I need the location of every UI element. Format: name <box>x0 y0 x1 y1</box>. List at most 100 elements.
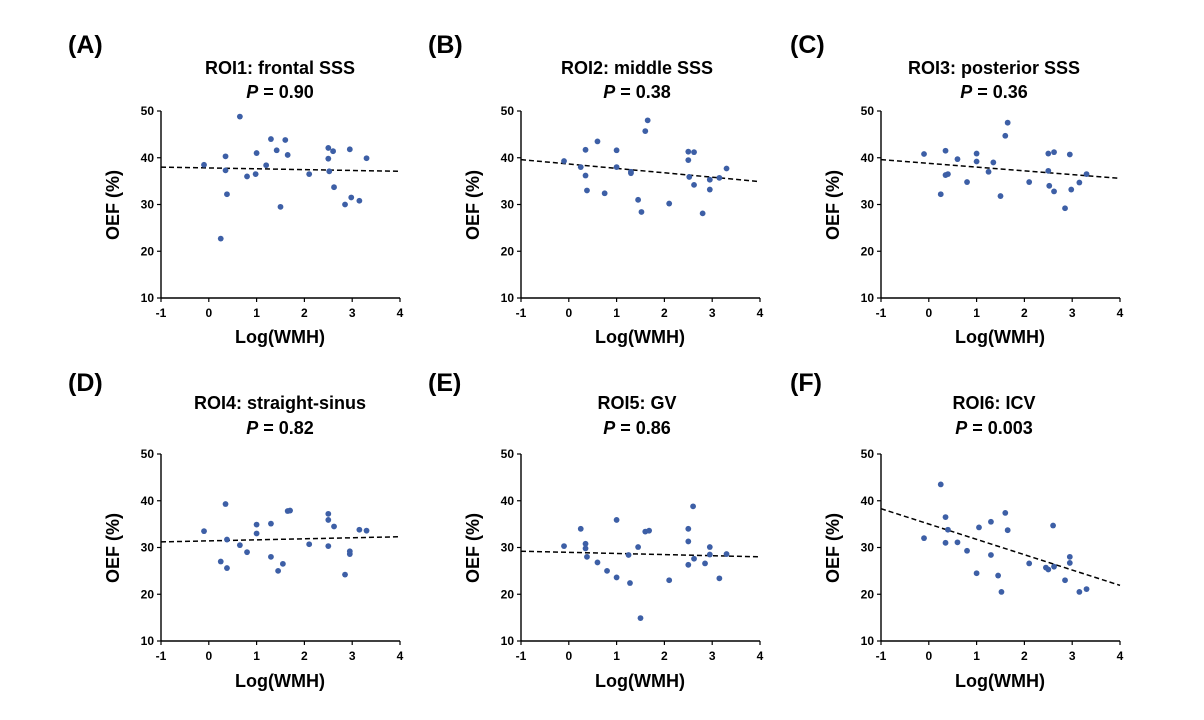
data-point <box>201 528 207 535</box>
chart-title: ROI5: GV <box>597 393 676 413</box>
data-point <box>1050 522 1056 529</box>
x-tick-label: 1 <box>613 649 620 663</box>
y-tick-label: 50 <box>501 104 515 118</box>
y-tick-label: 30 <box>501 198 515 212</box>
data-point <box>582 172 589 179</box>
data-point <box>1066 151 1073 158</box>
x-tick-label: -1 <box>876 306 887 320</box>
data-point <box>973 150 980 157</box>
y-tick-label: 10 <box>141 634 155 648</box>
data-point <box>252 171 259 178</box>
data-point <box>613 517 620 523</box>
x-axis-label: Log(WMH) <box>235 671 325 691</box>
data-point <box>325 155 332 162</box>
data-point <box>325 145 332 151</box>
data-point <box>945 526 951 533</box>
data-point <box>1083 171 1090 178</box>
data-point <box>666 577 673 584</box>
y-tick-label: 30 <box>861 198 875 212</box>
data-point <box>275 567 282 574</box>
x-tick-label: 1 <box>973 649 980 663</box>
data-point <box>635 196 642 203</box>
data-point <box>561 158 567 164</box>
data-point <box>685 538 692 545</box>
data-point <box>973 570 980 577</box>
data-point <box>331 523 337 530</box>
data-point <box>279 560 286 567</box>
y-tick-label: 40 <box>861 151 875 165</box>
data-point <box>363 527 370 534</box>
data-point <box>346 551 353 557</box>
chart-title: ROI4: straight-sinus <box>194 393 366 413</box>
data-point <box>1046 182 1053 189</box>
data-point <box>222 167 229 174</box>
x-tick-label: 3 <box>349 649 356 663</box>
data-point <box>706 176 713 183</box>
data-point <box>268 520 274 527</box>
data-point <box>594 559 601 566</box>
x-tick-label: 2 <box>661 306 668 320</box>
data-point <box>584 553 590 560</box>
y-tick-label: 50 <box>861 104 875 118</box>
data-point <box>244 549 250 556</box>
data-point <box>716 575 723 582</box>
data-point <box>1002 132 1009 139</box>
y-tick-label: 50 <box>861 447 875 461</box>
x-tick-label: 1 <box>253 649 260 663</box>
x-tick-label: 2 <box>301 306 308 320</box>
data-point <box>582 146 589 153</box>
p-symbol: P <box>246 82 259 102</box>
data-point <box>1051 188 1057 195</box>
x-tick-label: 3 <box>709 649 716 663</box>
data-point <box>356 526 363 533</box>
data-point <box>625 552 632 558</box>
x-tick-label: 1 <box>253 306 260 320</box>
data-point <box>642 128 649 135</box>
data-point <box>964 547 970 554</box>
data-point <box>691 181 697 188</box>
data-point <box>685 561 692 568</box>
data-point <box>1062 205 1068 212</box>
y-tick-label: 10 <box>501 634 515 648</box>
data-point <box>1062 577 1068 584</box>
data-point <box>1026 179 1033 185</box>
x-tick-label: 4 <box>397 306 404 320</box>
data-point <box>287 507 293 514</box>
data-point <box>702 560 708 567</box>
y-tick-label: 40 <box>141 494 155 508</box>
panel-letter: (B) <box>428 31 463 59</box>
data-point <box>604 567 610 574</box>
data-point <box>284 152 291 158</box>
x-tick-label: 4 <box>757 306 764 320</box>
data-point <box>691 149 697 156</box>
data-point <box>363 155 370 162</box>
data-point <box>716 174 723 181</box>
x-tick-label: 3 <box>349 306 356 320</box>
panel-letter: (F) <box>790 369 822 397</box>
data-point <box>1004 527 1011 534</box>
y-tick-label: 40 <box>501 151 515 165</box>
panel-letter: (E) <box>428 369 461 397</box>
p-value: = 0.86 <box>620 418 671 438</box>
data-point <box>995 572 1002 579</box>
p-value: = 0.90 <box>263 82 314 102</box>
x-tick-label: 3 <box>1069 306 1076 320</box>
chart-title: ROI6: ICV <box>952 393 1035 413</box>
data-point <box>1045 167 1052 174</box>
x-axis-label: Log(WMH) <box>955 671 1045 691</box>
chart-title: ROI3: posterior SSS <box>908 58 1080 78</box>
p-value: = 0.38 <box>620 82 671 102</box>
p-symbol: P <box>955 418 968 438</box>
data-point <box>224 536 230 543</box>
data-point <box>921 151 927 157</box>
x-tick-label: 1 <box>613 306 620 320</box>
data-point <box>690 503 696 510</box>
data-point <box>685 525 692 532</box>
data-point <box>988 518 994 525</box>
data-point <box>990 159 997 166</box>
x-axis-label: Log(WMH) <box>595 671 685 691</box>
data-point <box>1083 586 1090 593</box>
data-point <box>627 580 633 586</box>
p-value-line: P = 0.82 <box>246 418 314 438</box>
data-point <box>325 510 332 517</box>
